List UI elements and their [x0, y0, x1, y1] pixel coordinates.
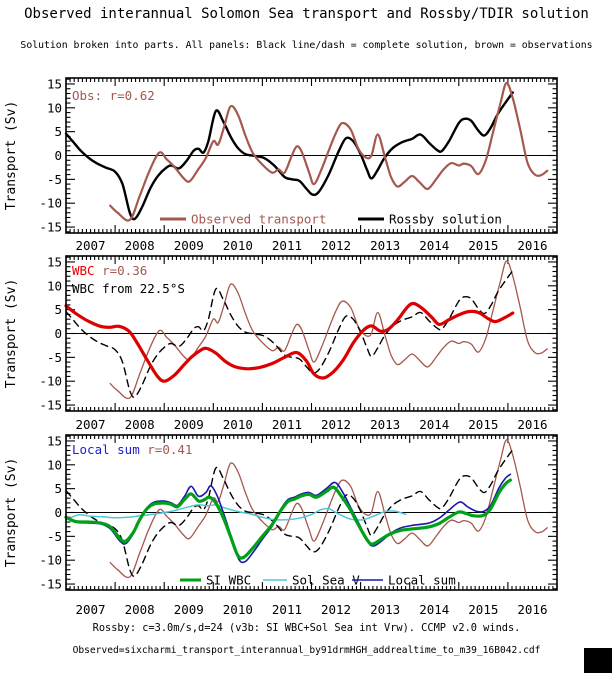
y-tick-label: 15 — [47, 76, 62, 91]
y-tick-label: -15 — [39, 220, 62, 235]
panel-obs: -15 -10 -5 0 5 10 15 Transport (Sv) Obs: r=0.62 O… — [4, 76, 558, 235]
x-axis-year-labels-row3: 2007 2008 2009 2010 2011 2012 2013 2014 2015 2016 — [75, 602, 547, 617]
panel-local-sum: -15 -10 -5 0 5 10 15 Transport (Sv) Local sum r=… — [4, 433, 558, 592]
series-sol_sea_v — [65, 504, 407, 521]
y-tick-label: -5 — [47, 172, 62, 187]
y-tick-label: -15 — [39, 398, 62, 413]
y-tick-label: -10 — [39, 196, 62, 211]
series-si_wbc — [64, 478, 512, 560]
series-rossby_solution — [64, 91, 514, 221]
year-label: 2015 — [468, 238, 498, 253]
year-label: 2015 — [468, 417, 498, 432]
year-label: 2011 — [272, 602, 302, 617]
series-local_sum — [65, 473, 512, 564]
year-label: 2008 — [125, 602, 155, 617]
year-label: 2012 — [321, 602, 351, 617]
y-tick-label: 0 — [54, 326, 62, 341]
year-label: 2008 — [125, 417, 155, 432]
series-rossby_solution — [65, 269, 514, 398]
panel-legend: Observed transport Rossby solution — [160, 212, 502, 227]
y-tick-label: -5 — [47, 529, 62, 544]
panel-wbc: -15 -10 -5 0 5 10 15 Transport (Sv) WBC r=0.36 WB… — [4, 254, 558, 413]
y-tick-label: 5 — [54, 124, 62, 139]
footer-observed-file: Observed=sixcharmi_transport_interannual… — [72, 645, 541, 656]
panel-frame — [65, 255, 558, 412]
panel-annotation: WBC r=0.36 — [72, 263, 147, 278]
panel-frame — [65, 77, 558, 234]
legend-label-sol_sea_v: Sol Sea V — [292, 573, 360, 588]
y-tick-label: -10 — [39, 374, 62, 389]
y-axis-title: Transport (Sv) — [4, 279, 19, 389]
y-tick-label: 10 — [47, 457, 62, 472]
series-wbc — [64, 301, 515, 383]
panel-annotation: Obs: r=0.62 — [72, 88, 155, 103]
legend-label-si_wbc: SI WBC — [206, 573, 251, 588]
y-tick-label: 0 — [54, 148, 62, 163]
panel-annotation: WBC from 22.5°S — [72, 281, 185, 296]
y-tick-label: -10 — [39, 553, 62, 568]
corner-black-square — [584, 648, 612, 673]
year-label: 2015 — [468, 602, 498, 617]
year-label: 2011 — [272, 238, 302, 253]
y-tick-label: 15 — [47, 433, 62, 448]
figure-title: Observed interannual Solomon Sea transpo… — [24, 6, 589, 22]
year-label: 2010 — [223, 238, 253, 253]
year-label: 2009 — [174, 238, 204, 253]
year-label: 2014 — [419, 417, 449, 432]
figure-subtitle: Solution broken into parts. All panels: … — [20, 40, 593, 51]
year-label: 2016 — [517, 238, 547, 253]
year-label: 2010 — [223, 417, 253, 432]
year-label: 2011 — [272, 417, 302, 432]
series-observed_transport — [109, 260, 548, 400]
year-label: 2014 — [419, 602, 449, 617]
panel-legend: SI WBC Sol Sea V Local sum — [180, 573, 456, 588]
y-axis-title: Transport (Sv) — [4, 101, 19, 211]
y-tick-label: 10 — [47, 100, 62, 115]
series-observed_transport — [109, 81, 549, 222]
year-label: 2007 — [75, 602, 105, 617]
year-label: 2014 — [419, 238, 449, 253]
panel-annotation: Local sum r=0.41 — [72, 442, 192, 457]
y-axis-title: Transport (Sv) — [4, 458, 19, 568]
year-label: 2010 — [223, 602, 253, 617]
year-label: 2016 — [517, 602, 547, 617]
x-axis-year-labels-row1: 2007 2008 2009 2010 2011 2012 2013 2014 2015 2016 — [75, 238, 547, 253]
year-label: 2012 — [321, 417, 351, 432]
y-tick-label: -5 — [47, 350, 62, 365]
year-label: 2013 — [370, 602, 400, 617]
year-label: 2013 — [370, 417, 400, 432]
year-label: 2007 — [75, 238, 105, 253]
y-tick-label: 10 — [47, 278, 62, 293]
series-rossby_solution — [65, 448, 514, 577]
year-label: 2012 — [321, 238, 351, 253]
legend-label-local_sum: Local sum — [388, 573, 456, 588]
panel-frame — [65, 434, 558, 591]
year-label: 2008 — [125, 238, 155, 253]
footer-rossby-config: Rossby: c=3.0m/s,d=24 (v3b: SI WBC+Sol S… — [92, 622, 521, 634]
x-axis-year-labels-row2: 2007 2008 2009 2010 2011 2012 2013 2014 2015 2016 — [75, 417, 547, 432]
year-label: 2013 — [370, 238, 400, 253]
year-label: 2007 — [75, 417, 105, 432]
year-label: 2009 — [174, 602, 204, 617]
y-tick-label: 0 — [54, 505, 62, 520]
y-tick-label: -15 — [39, 577, 62, 592]
legend-label-observed_transport: Observed transport — [191, 212, 326, 227]
y-tick-label: 15 — [47, 254, 62, 269]
y-tick-label: 5 — [54, 481, 62, 496]
year-label: 2016 — [517, 417, 547, 432]
y-tick-label: 5 — [54, 302, 62, 317]
legend-label-rossby_solution: Rossby solution — [389, 212, 502, 227]
year-label: 2009 — [174, 417, 204, 432]
